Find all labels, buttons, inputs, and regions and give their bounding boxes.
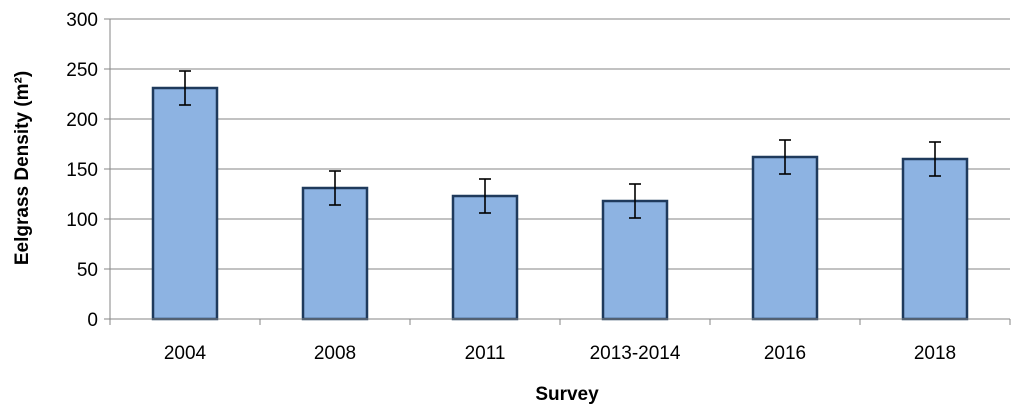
y-axis-title: Eelgrass Density (m²): [12, 71, 33, 265]
y-tick-label: 100: [66, 210, 98, 231]
x-axis-title: Survey: [535, 384, 599, 405]
y-tick-label: 200: [66, 110, 98, 131]
bars: [151, 86, 969, 321]
x-tick-label: 2018: [914, 343, 956, 364]
x-tick-label: 2013-2014: [590, 343, 681, 364]
bar-2018: [901, 157, 969, 321]
x-tick-labels: 2004 2008 2011 2013-2014 2016 2018: [164, 343, 956, 364]
y-tick-label: 300: [66, 10, 98, 31]
axes: [104, 18, 1011, 325]
bar-2004: [151, 86, 219, 321]
bar-2011: [451, 194, 519, 321]
y-tick-label: 0: [87, 310, 98, 331]
bar-2008: [301, 186, 369, 321]
y-tick-label: 250: [66, 60, 98, 81]
x-tick-label: 2011: [465, 343, 506, 364]
bar-2016: [751, 155, 819, 321]
y-tick-label: 150: [66, 160, 98, 181]
x-tick-label: 2016: [764, 343, 806, 364]
error-bars: [179, 70, 941, 219]
x-tick-label: 2008: [314, 343, 356, 364]
x-tick-label: 2004: [164, 343, 207, 364]
y-tick-label: 50: [77, 260, 98, 281]
y-tick-labels: 0 50 100 150 200 250 300: [66, 10, 98, 331]
gridlines: [110, 18, 1010, 270]
